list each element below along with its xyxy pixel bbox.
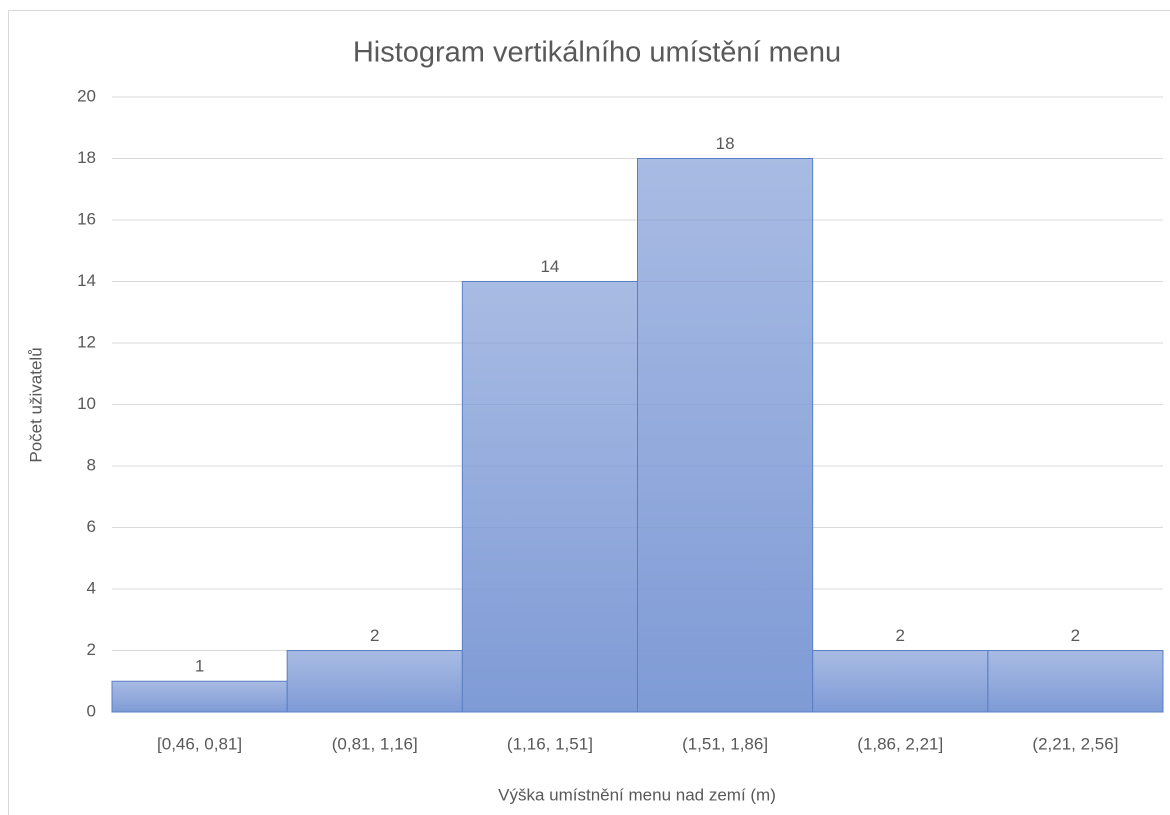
data-label: 1 bbox=[195, 657, 204, 676]
chart-title: Histogram vertikálního umístění menu bbox=[353, 37, 841, 69]
bar bbox=[812, 650, 989, 713]
bar bbox=[987, 650, 1164, 713]
y-tick-label: 20 bbox=[77, 86, 96, 105]
y-tick-label: 18 bbox=[77, 148, 96, 167]
y-tick-label: 8 bbox=[87, 455, 96, 474]
y-tick-label: 0 bbox=[87, 701, 96, 720]
chart-frame bbox=[8, 10, 1170, 815]
y-tick-label: 12 bbox=[77, 332, 96, 351]
x-tick-label: (1,86, 2,21] bbox=[857, 734, 943, 753]
x-tick-label: (2,21, 2,56] bbox=[1032, 734, 1118, 753]
x-tick-label: [0,46, 0,81] bbox=[157, 734, 242, 753]
y-tick-label: 2 bbox=[87, 640, 96, 659]
data-label: 14 bbox=[540, 257, 559, 276]
y-tick-label: 4 bbox=[87, 578, 96, 597]
data-label: 18 bbox=[716, 134, 735, 153]
y-tick-label: 14 bbox=[77, 271, 96, 290]
bar bbox=[461, 281, 639, 713]
y-tick-label: 16 bbox=[77, 209, 96, 228]
data-label: 2 bbox=[1071, 626, 1080, 645]
data-label: 2 bbox=[370, 626, 379, 645]
x-axis-label: Výška umístnění menu nad zemí (m) bbox=[498, 785, 776, 804]
bar bbox=[637, 158, 814, 713]
x-tick-label: (0,81, 1,16] bbox=[332, 734, 418, 753]
y-tick-label: 6 bbox=[87, 517, 96, 536]
y-tick-label: 10 bbox=[77, 394, 96, 413]
x-tick-label: (1,16, 1,51] bbox=[507, 734, 593, 753]
bar bbox=[286, 650, 463, 713]
y-axis-label: Počet uživatelů bbox=[26, 347, 45, 462]
data-label: 2 bbox=[896, 626, 905, 645]
bar bbox=[111, 680, 288, 713]
x-tick-label: (1,51, 1,86] bbox=[682, 734, 768, 753]
